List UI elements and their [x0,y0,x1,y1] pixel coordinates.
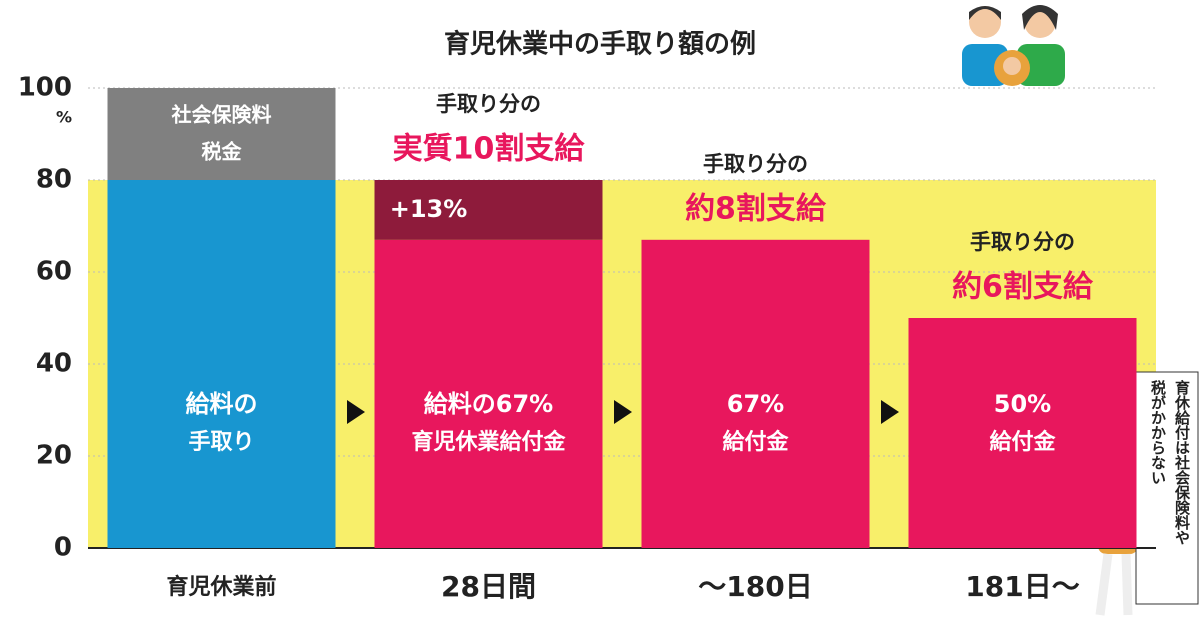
chart-title: 育児休業中の手取り額の例 [444,29,756,60]
y-unit: % [56,108,72,127]
segment-text: 給料の67% [424,390,553,418]
segment-text: 給付金 [989,429,1056,455]
y-tick-label: 0 [54,533,72,563]
headline: 約8割支給 [685,191,827,226]
segment-text: 育児休業給付金 [411,429,566,455]
side-note: 税がかからない [1149,379,1167,485]
segment-text: 社会保険料 [171,103,272,127]
headline: 約6割支給 [952,270,1094,305]
x-tick-label: 181日〜 [965,570,1079,603]
y-tick-label: 100 [18,73,72,103]
x-tick-label: 育児休業前 [166,574,276,600]
bar [908,318,1137,548]
bar [641,239,870,549]
family-icon [962,5,1065,86]
bar [107,180,336,548]
bar [107,88,336,180]
arrow [614,400,632,424]
bar [374,180,603,240]
x-tick-label: 〜180日 [698,570,812,603]
segment-text: 税金 [202,140,243,164]
arrow [881,400,899,424]
value-label: +13% [390,195,468,223]
headline: 手取り分の [970,230,1075,254]
segment-text: 50% [994,390,1051,418]
segment-text: 67% [727,390,784,418]
y-tick-label: 60 [36,257,72,287]
arrow [347,400,365,424]
y-tick-label: 40 [36,349,72,379]
y-tick-label: 20 [36,441,72,471]
headline: 手取り分の [703,152,808,176]
segment-text: 給付金 [722,429,789,455]
segment-text: 給料の [186,390,258,418]
headline: 手取り分の [436,92,541,116]
bar [374,239,603,549]
x-tick-label: 28日間 [441,570,536,603]
y-tick-label: 80 [36,165,72,195]
headline: 実質10割支給 [393,132,586,167]
side-note: 育休給付は社会保険料や [1173,379,1191,545]
segment-text: 手取り [188,430,254,455]
